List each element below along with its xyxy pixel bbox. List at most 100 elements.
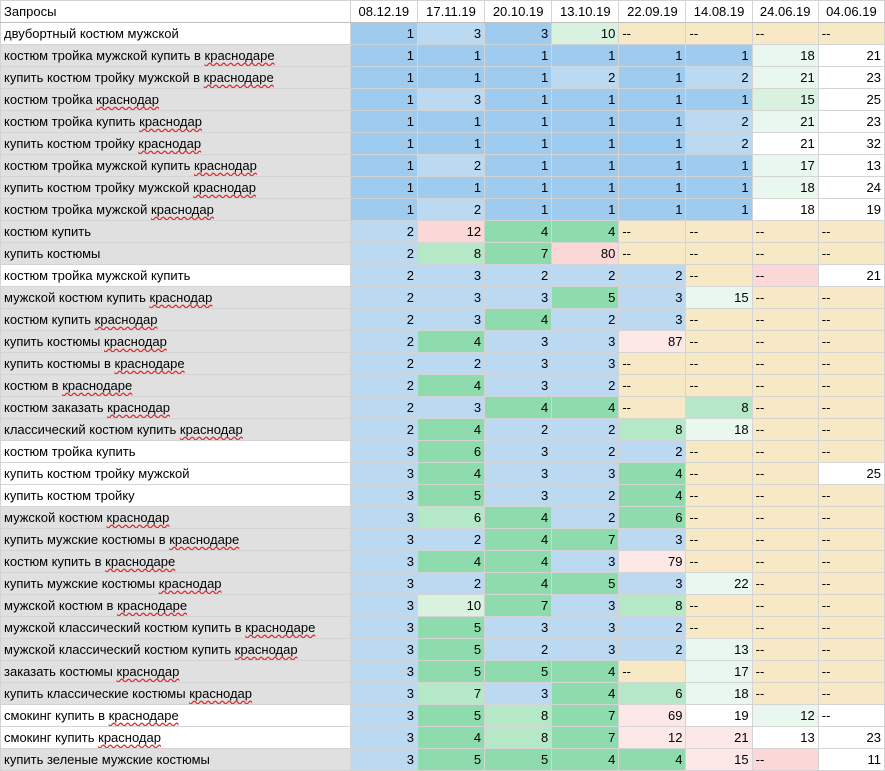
position-cell[interactable]: -- bbox=[685, 242, 753, 265]
position-cell[interactable]: 3 bbox=[484, 484, 553, 507]
position-cell[interactable]: 3 bbox=[349, 616, 418, 639]
position-cell[interactable]: 3 bbox=[416, 22, 486, 45]
position-cell[interactable]: 25 bbox=[817, 88, 885, 111]
position-cell[interactable]: 15 bbox=[751, 88, 819, 111]
position-cell[interactable]: 5 bbox=[551, 572, 620, 595]
position-cell[interactable]: 2 bbox=[349, 286, 418, 309]
position-cell[interactable]: 7 bbox=[551, 726, 620, 749]
position-cell[interactable]: -- bbox=[817, 286, 885, 309]
position-cell[interactable]: -- bbox=[751, 352, 819, 375]
position-cell[interactable]: 21 bbox=[751, 66, 819, 89]
position-cell[interactable]: 1 bbox=[618, 132, 687, 155]
position-cell[interactable]: -- bbox=[817, 682, 885, 705]
position-cell[interactable]: -- bbox=[685, 352, 753, 375]
position-cell[interactable]: 5 bbox=[416, 660, 486, 683]
position-cell[interactable]: -- bbox=[618, 242, 687, 265]
position-cell[interactable]: 4 bbox=[416, 330, 486, 353]
query-cell[interactable]: купить костюмы bbox=[0, 242, 351, 265]
position-cell[interactable]: 2 bbox=[416, 154, 486, 177]
position-cell[interactable]: -- bbox=[751, 462, 819, 485]
position-cell[interactable]: 15 bbox=[685, 286, 753, 309]
position-cell[interactable]: -- bbox=[685, 264, 753, 287]
position-cell[interactable]: 4 bbox=[416, 726, 486, 749]
position-cell[interactable]: -- bbox=[817, 352, 885, 375]
query-cell[interactable]: костюм купить краснодар bbox=[0, 308, 351, 331]
position-cell[interactable]: 4 bbox=[551, 748, 620, 771]
position-cell[interactable]: 3 bbox=[416, 286, 486, 309]
position-cell[interactable]: -- bbox=[817, 594, 885, 617]
position-cell[interactable]: 3 bbox=[349, 440, 418, 463]
position-cell[interactable]: 4 bbox=[618, 484, 687, 507]
position-cell[interactable]: -- bbox=[751, 220, 819, 243]
position-cell[interactable]: 2 bbox=[349, 396, 418, 419]
position-cell[interactable]: 2 bbox=[484, 418, 553, 441]
position-cell[interactable]: 1 bbox=[618, 110, 687, 133]
position-cell[interactable]: -- bbox=[685, 506, 753, 529]
position-cell[interactable]: -- bbox=[817, 572, 885, 595]
position-cell[interactable]: -- bbox=[618, 22, 687, 45]
position-cell[interactable]: 32 bbox=[817, 132, 885, 155]
position-cell[interactable]: 1 bbox=[685, 88, 753, 111]
position-cell[interactable]: 25 bbox=[817, 462, 885, 485]
position-cell[interactable]: 2 bbox=[349, 352, 418, 375]
position-cell[interactable]: 1 bbox=[349, 154, 418, 177]
position-cell[interactable]: -- bbox=[685, 616, 753, 639]
position-cell[interactable]: -- bbox=[751, 374, 819, 397]
position-cell[interactable]: 3 bbox=[484, 682, 553, 705]
query-cell[interactable]: мужской костюм краснодар bbox=[0, 506, 351, 529]
position-cell[interactable]: 5 bbox=[416, 748, 486, 771]
position-cell[interactable]: 1 bbox=[484, 88, 553, 111]
position-cell[interactable]: 15 bbox=[685, 748, 753, 771]
query-cell[interactable]: мужской классический костюм купить красн… bbox=[0, 638, 351, 661]
position-cell[interactable]: 1 bbox=[349, 176, 418, 199]
position-cell[interactable]: -- bbox=[685, 484, 753, 507]
position-cell[interactable]: 5 bbox=[551, 286, 620, 309]
position-cell[interactable]: 4 bbox=[416, 550, 486, 573]
position-cell[interactable]: 1 bbox=[618, 154, 687, 177]
position-cell[interactable]: -- bbox=[817, 440, 885, 463]
position-cell[interactable]: -- bbox=[817, 308, 885, 331]
query-cell[interactable]: костюм тройка краснодар bbox=[0, 88, 351, 111]
position-cell[interactable]: 10 bbox=[551, 22, 620, 45]
position-cell[interactable]: -- bbox=[751, 506, 819, 529]
position-cell[interactable]: 3 bbox=[349, 484, 418, 507]
position-cell[interactable]: -- bbox=[685, 330, 753, 353]
position-cell[interactable]: 19 bbox=[817, 198, 885, 221]
query-cell[interactable]: купить костюмы в краснодаре bbox=[0, 352, 351, 375]
position-cell[interactable]: 4 bbox=[551, 660, 620, 683]
position-cell[interactable]: 3 bbox=[484, 352, 553, 375]
position-cell[interactable]: 80 bbox=[551, 242, 620, 265]
position-cell[interactable]: 4 bbox=[551, 396, 620, 419]
position-cell[interactable]: 1 bbox=[685, 154, 753, 177]
position-cell[interactable]: 1 bbox=[349, 44, 418, 67]
query-cell[interactable]: купить мужские костюмы краснодар bbox=[0, 572, 351, 595]
query-cell[interactable]: заказать костюмы краснодар bbox=[0, 660, 351, 683]
position-cell[interactable]: 1 bbox=[685, 44, 753, 67]
position-cell[interactable]: 3 bbox=[349, 550, 418, 573]
position-cell[interactable]: 12 bbox=[416, 220, 486, 243]
position-cell[interactable]: 2 bbox=[685, 132, 753, 155]
query-cell[interactable]: мужской костюм купить краснодар bbox=[0, 286, 351, 309]
position-cell[interactable]: 1 bbox=[416, 132, 486, 155]
position-cell[interactable]: 5 bbox=[416, 484, 486, 507]
position-cell[interactable]: 3 bbox=[551, 594, 620, 617]
position-cell[interactable]: 1 bbox=[484, 154, 553, 177]
position-cell[interactable]: -- bbox=[817, 660, 885, 683]
header-date[interactable]: 04.06.19 bbox=[817, 0, 885, 23]
position-cell[interactable]: -- bbox=[817, 330, 885, 353]
position-cell[interactable]: 3 bbox=[349, 462, 418, 485]
position-cell[interactable]: -- bbox=[751, 396, 819, 419]
position-cell[interactable]: 4 bbox=[551, 220, 620, 243]
position-cell[interactable]: 3 bbox=[618, 286, 687, 309]
position-cell[interactable]: 4 bbox=[484, 528, 553, 551]
query-cell[interactable]: классический костюм купить краснодар bbox=[0, 418, 351, 441]
position-cell[interactable]: 4 bbox=[484, 396, 553, 419]
position-cell[interactable]: 3 bbox=[349, 660, 418, 683]
position-cell[interactable]: -- bbox=[685, 374, 753, 397]
position-cell[interactable]: 18 bbox=[751, 176, 819, 199]
position-cell[interactable]: -- bbox=[751, 242, 819, 265]
position-cell[interactable]: -- bbox=[751, 330, 819, 353]
position-cell[interactable]: 5 bbox=[416, 616, 486, 639]
position-cell[interactable]: 11 bbox=[817, 748, 885, 771]
query-cell[interactable]: двубортный костюм мужской bbox=[0, 22, 351, 45]
